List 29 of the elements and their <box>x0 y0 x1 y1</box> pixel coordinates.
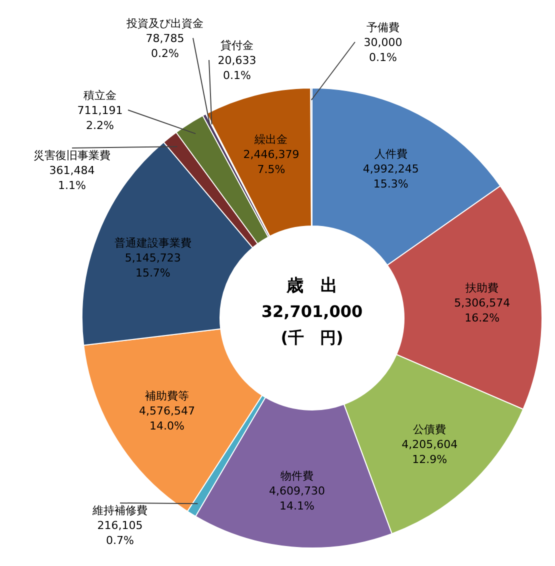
slice-label: 扶助費 <box>464 282 499 295</box>
data-label: 711,191 2.2% <box>77 104 123 132</box>
data-label: 4,576,547 14.0% <box>139 404 195 433</box>
slice-label: 投資及び出資金 <box>126 17 204 30</box>
data-label: 78,785 0.2% <box>146 32 184 60</box>
slice-label: 貸付金 <box>220 39 254 52</box>
slice-label: 維持補修費 <box>92 504 148 517</box>
slice-label: 物件費 <box>280 469 314 482</box>
data-label: 4,609,730 14.1% <box>268 484 325 512</box>
slice-label: 予備費 <box>366 21 400 34</box>
slice-label: 補助費等 <box>144 390 189 403</box>
text: 歳 出 <box>286 276 338 296</box>
slice-label: 繰出金 <box>254 132 288 146</box>
data-label: 4,992,245 15.3% <box>362 162 419 190</box>
data-label: 2,446,379 7.5% <box>243 148 300 176</box>
slice-label: 普通建設事業費 <box>114 236 192 250</box>
slice-label: 積立金 <box>84 89 116 102</box>
slice-label: 人件費 <box>374 147 408 160</box>
text: (千 円) <box>280 328 344 347</box>
data-label: 5,145,723 15.7% <box>124 251 181 280</box>
data-label: 216,105 0.7% <box>97 519 143 547</box>
data-label: 4,205,604 12.9% <box>402 438 458 466</box>
data-label: 20,633 0.1% <box>218 54 256 82</box>
data-label: 5,306,574 16.2% <box>454 296 510 325</box>
data-label: 361,484 1.1% <box>49 164 95 192</box>
text: 32,701,000 <box>261 302 363 321</box>
slice-label: 公債費 <box>413 423 446 436</box>
slice-label: 災害復旧事業費 <box>34 149 110 162</box>
data-label: 30,000 0.1% <box>364 36 402 64</box>
